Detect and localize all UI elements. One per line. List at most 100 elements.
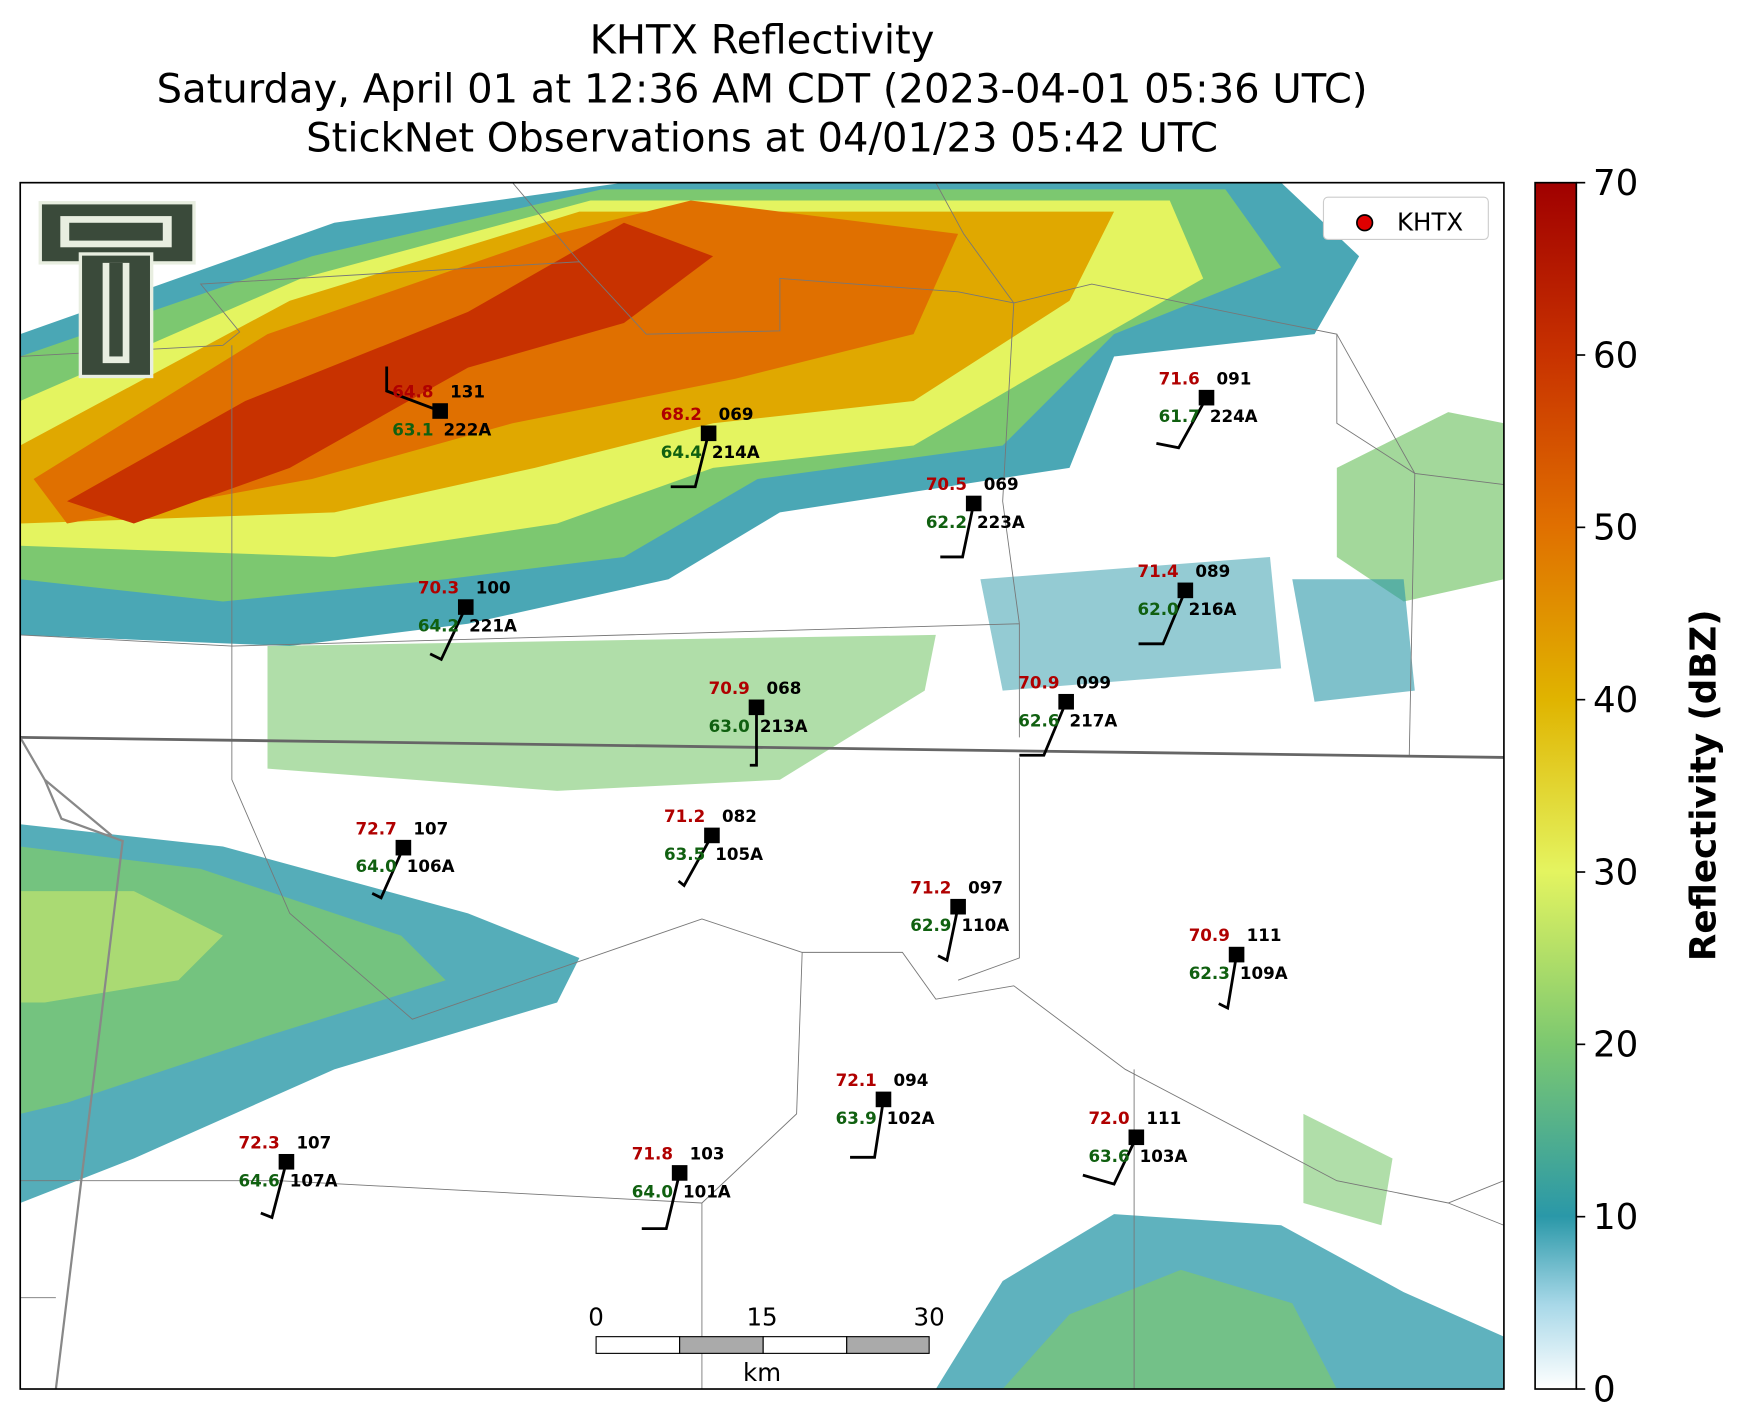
scale-unit: km — [743, 1358, 781, 1387]
station-id: 216A — [1189, 599, 1237, 619]
colorbar-scale — [1534, 181, 1578, 1390]
station-value: 111 — [1146, 1108, 1181, 1128]
dewpoint: 62.9 — [910, 915, 951, 935]
colorbar-tick-label: 0 — [1593, 1369, 1616, 1410]
temperature: 68.2 — [661, 404, 702, 424]
station: 71.6 091 61.7 224A — [1156, 368, 1258, 450]
temperature: 71.2 — [910, 877, 951, 897]
station-marker — [965, 495, 982, 512]
scale-label: 30 — [914, 1303, 945, 1332]
wind-barb — [1156, 396, 1208, 450]
station: 70.5 069 62.2 223A — [926, 474, 1025, 559]
dewpoint: 62.2 — [926, 512, 967, 532]
dewpoint: 63.0 — [709, 716, 750, 736]
station: 70.9 099 62.6 217A — [1018, 672, 1117, 757]
station-id: 101A — [683, 1181, 731, 1201]
station: 71.2 097 62.9 110A — [910, 877, 1009, 963]
station-marker — [1198, 389, 1215, 406]
station-value: 131 — [450, 382, 485, 402]
logo — [38, 201, 196, 379]
station-id: 224A — [1210, 406, 1258, 426]
scale-label: 15 — [746, 1303, 777, 1332]
dewpoint: 64.0 — [632, 1181, 673, 1201]
station: 72.3 107 64.6 107A — [239, 1132, 338, 1220]
temperature: 72.7 — [356, 818, 397, 838]
station-marker — [700, 425, 717, 442]
station-value: 111 — [1247, 925, 1282, 945]
station-id: 213A — [760, 716, 808, 736]
station-value: 099 — [1076, 672, 1111, 692]
station: 71.2 082 63.5 105A — [664, 806, 763, 888]
station-marker — [1177, 582, 1194, 599]
temperature: 70.5 — [926, 474, 967, 494]
dewpoint: 63.5 — [664, 844, 705, 864]
station: 70.3 100 64.2 221A — [418, 578, 517, 662]
temperature: 71.4 — [1137, 561, 1178, 581]
temperature: 71.6 — [1159, 368, 1200, 388]
station-value: 091 — [1217, 368, 1252, 388]
colorbar-tick-label: 40 — [1593, 680, 1638, 721]
station-value: 068 — [767, 678, 802, 698]
wind-barb — [1138, 589, 1187, 646]
wind-barb — [670, 432, 710, 489]
station-marker — [395, 839, 412, 856]
dewpoint: 63.1 — [392, 420, 433, 440]
station-marker — [671, 1165, 688, 1181]
scale-label: 0 — [588, 1303, 604, 1332]
station-value: 100 — [476, 578, 511, 598]
station-id: 223A — [977, 512, 1025, 532]
temperature: 71.2 — [664, 806, 705, 826]
dewpoint: 63.9 — [836, 1108, 877, 1128]
station-value: 107 — [413, 818, 448, 838]
colorbar-label: Reflectivity (dBZ) — [1684, 609, 1725, 961]
colorbar-tick-label: 10 — [1593, 1197, 1638, 1238]
wind-barb — [677, 834, 714, 888]
wind-barb — [940, 503, 976, 559]
colorbar-tick-label: 30 — [1593, 852, 1638, 893]
wind-barb — [371, 847, 405, 900]
colorbar-tick-label: 20 — [1593, 1025, 1638, 1066]
station-marker — [1228, 946, 1245, 963]
station-value: 089 — [1195, 561, 1230, 581]
station-value: 069 — [719, 404, 754, 424]
station-value: 107 — [296, 1132, 331, 1152]
station-value: 097 — [968, 877, 1003, 897]
wind-barb — [850, 1099, 885, 1159]
station-marker — [748, 699, 765, 716]
station-marker — [432, 403, 448, 419]
temperature: 72.1 — [836, 1070, 877, 1090]
station: 72.0 111 63.6 103A — [1082, 1108, 1188, 1186]
radar-map: KHTX 64.8 131 63.1 222A 68.2 069 64.4 214A 71.6 0… — [20, 182, 1504, 1390]
colorbar-tick-label: 60 — [1593, 335, 1638, 376]
station: 70.9 111 62.3 109A — [1189, 925, 1288, 1011]
colorbar-tick-label: 50 — [1593, 508, 1638, 549]
dewpoint: 64.6 — [239, 1170, 280, 1190]
station: 71.4 089 62.0 216A — [1137, 561, 1237, 646]
station-id: 106A — [407, 856, 455, 876]
dewpoint: 62.0 — [1137, 599, 1178, 619]
title-line: StickNet Observations at 04/01/23 05:42 … — [306, 115, 1218, 161]
dewpoint: 63.6 — [1088, 1146, 1129, 1166]
dewpoint: 64.4 — [661, 442, 702, 462]
temperature: 70.3 — [418, 578, 459, 598]
scale-bar: 0 15 30 km — [588, 1303, 944, 1388]
station: 70.9 068 63.0 213A — [709, 678, 808, 767]
dewpoint: 61.7 — [1159, 406, 1200, 426]
station: 64.8 131 63.1 222A — [385, 366, 491, 440]
wind-barb — [385, 366, 441, 413]
title-line: Saturday, April 01 at 12:36 AM CDT (2023… — [157, 66, 1368, 112]
station-id: 217A — [1069, 710, 1117, 730]
station-marker — [278, 1153, 295, 1170]
station-id: 221A — [469, 616, 517, 636]
temperature: 70.9 — [1189, 925, 1230, 945]
title-line: KHTX Reflectivity — [590, 17, 935, 63]
station-value: 094 — [894, 1070, 929, 1090]
map-frame — [19, 181, 1505, 1390]
temperature: 72.0 — [1088, 1108, 1129, 1128]
dewpoint: 64.0 — [356, 856, 397, 876]
temperature: 70.9 — [709, 678, 750, 698]
wind-barb — [749, 707, 758, 767]
station: 68.2 069 64.4 214A — [661, 404, 760, 489]
